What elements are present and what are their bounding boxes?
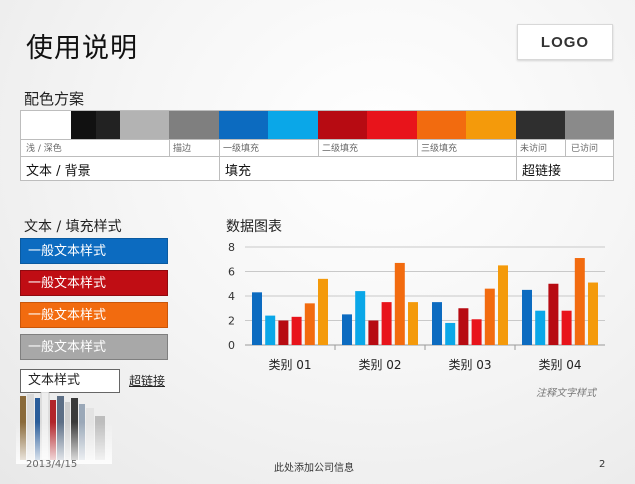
bar: [548, 283, 559, 345]
swatch-red-2: [367, 111, 417, 139]
caption-text: 注释文字样式: [536, 388, 596, 399]
bar: [252, 292, 262, 345]
label-text-background: 文本 / 背景: [26, 164, 91, 179]
style-box-orange: 一般文本样式: [20, 302, 168, 328]
chart-title: 数据图表: [226, 219, 282, 235]
style-box-blue: 一般文本样式: [20, 238, 168, 264]
bar: [368, 320, 379, 345]
books-image: [16, 392, 112, 464]
text-style-box: 文本样式: [20, 369, 120, 393]
bar: [484, 288, 495, 345]
swatch-black-2: [96, 111, 120, 139]
x-tick-label: 类别 04: [538, 358, 581, 372]
bar: [381, 302, 392, 345]
hyperlink-sample[interactable]: 超链接: [129, 374, 166, 388]
label-stroke: 描边: [173, 144, 192, 154]
swatch-blue-2: [268, 111, 318, 139]
label-fill: 填充: [225, 164, 252, 179]
swatch-orange-1: [417, 111, 466, 139]
swatch-gray-2: [169, 111, 219, 139]
bar: [561, 310, 572, 345]
label-light-dark: 浅 / 深色: [26, 144, 62, 154]
bar: [574, 258, 585, 345]
text-fill-style-title: 文本 / 填充样式: [24, 219, 122, 235]
bar: [522, 289, 532, 345]
bar: [535, 310, 546, 345]
swatch-orange-2: [466, 111, 516, 139]
style-box-red: 一般文本样式: [20, 270, 168, 296]
bar: [291, 316, 302, 345]
bar: [318, 278, 328, 345]
bar: [265, 315, 276, 345]
bar: [445, 322, 456, 345]
y-tick-label: 4: [228, 290, 235, 303]
label-fill-3: 三级填充: [421, 144, 458, 154]
bar-chart: 0 2 4 6 8 类别 01 类别 02 类别 03 类别 04: [228, 241, 605, 372]
footer-date: 2013/4/15: [26, 459, 78, 470]
swatch-visited: [565, 111, 614, 139]
label-visited: 已访问: [571, 144, 599, 154]
label-hyperlink: 超链接: [522, 164, 562, 179]
logo: LOGO: [517, 24, 613, 60]
bar: [394, 262, 405, 345]
bar: [588, 282, 598, 345]
label-unvisited: 未访问: [520, 144, 548, 154]
x-tick-label: 类别 01: [268, 358, 311, 372]
page-title: 使用说明: [26, 33, 138, 64]
footer-company: 此处添加公司信息: [274, 463, 354, 474]
x-tick-label: 类别 02: [358, 358, 401, 372]
y-tick-label: 6: [228, 266, 235, 279]
swatch-dark: [516, 111, 565, 139]
label-fill-2: 二级填充: [322, 144, 359, 154]
bar: [471, 319, 482, 345]
color-palette-table: 浅 / 深色 描边 一级填充 二级填充 三级填充 未访问 已访问 文本 / 背景…: [20, 110, 614, 181]
style-box-gray: 一般文本样式: [20, 334, 168, 360]
label-fill-1: 一级填充: [223, 144, 260, 154]
x-tick-label: 类别 03: [448, 358, 491, 372]
bar: [432, 302, 442, 345]
y-tick-label: 0: [228, 339, 235, 352]
swatch-white: [22, 111, 70, 139]
bar: [278, 320, 289, 345]
page-number: 2: [599, 459, 606, 470]
y-tick-label: 2: [228, 315, 235, 328]
bar: [498, 265, 508, 345]
bar: [458, 308, 469, 345]
bar: [342, 314, 352, 345]
color-scheme-title: 配色方案: [24, 90, 85, 108]
swatch-red-1: [318, 111, 367, 139]
swatch-blue-1: [219, 111, 268, 139]
bar: [355, 291, 366, 345]
bar: [408, 302, 418, 345]
bar: [304, 303, 315, 345]
y-tick-label: 8: [228, 241, 235, 254]
swatch-gray-1: [120, 111, 169, 139]
